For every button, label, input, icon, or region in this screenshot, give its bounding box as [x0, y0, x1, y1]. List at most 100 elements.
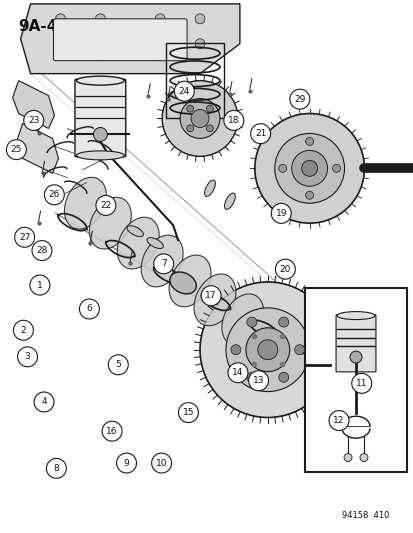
Circle shape: [328, 410, 348, 431]
Circle shape: [305, 191, 313, 199]
Circle shape: [201, 286, 221, 306]
Polygon shape: [21, 4, 239, 74]
Text: 14: 14: [232, 368, 243, 377]
Circle shape: [246, 373, 256, 382]
Circle shape: [93, 127, 107, 141]
Ellipse shape: [147, 238, 163, 248]
Circle shape: [246, 317, 256, 327]
Circle shape: [96, 196, 116, 215]
Circle shape: [190, 109, 209, 127]
Circle shape: [275, 259, 294, 279]
Circle shape: [278, 373, 288, 382]
Text: 4: 4: [41, 398, 47, 407]
Text: 6: 6: [86, 304, 92, 313]
Circle shape: [294, 345, 304, 354]
Text: 23: 23: [28, 116, 39, 125]
Circle shape: [174, 81, 194, 101]
Circle shape: [24, 110, 43, 131]
Circle shape: [245, 328, 289, 372]
Ellipse shape: [76, 151, 124, 160]
Circle shape: [6, 140, 26, 159]
Circle shape: [180, 99, 219, 139]
Text: 20: 20: [279, 265, 290, 273]
Circle shape: [55, 14, 65, 24]
Ellipse shape: [221, 294, 263, 346]
Circle shape: [228, 363, 247, 383]
Text: 27: 27: [19, 233, 30, 242]
Circle shape: [155, 51, 165, 61]
Circle shape: [278, 317, 288, 327]
Text: 13: 13: [252, 376, 263, 385]
Text: 8: 8: [53, 464, 59, 473]
Ellipse shape: [127, 225, 143, 237]
Circle shape: [95, 14, 105, 24]
Circle shape: [225, 308, 309, 392]
Circle shape: [186, 125, 193, 132]
Circle shape: [79, 299, 99, 319]
Circle shape: [230, 345, 240, 354]
Polygon shape: [17, 124, 58, 173]
Ellipse shape: [169, 272, 196, 294]
Circle shape: [14, 227, 35, 247]
Text: 17: 17: [205, 291, 216, 300]
Circle shape: [102, 421, 122, 441]
Circle shape: [257, 340, 277, 360]
Circle shape: [162, 80, 237, 156]
Text: 11: 11: [355, 379, 367, 388]
Ellipse shape: [76, 76, 124, 85]
Bar: [166, 43, 223, 118]
Circle shape: [17, 347, 38, 367]
Ellipse shape: [336, 312, 374, 320]
Circle shape: [291, 150, 327, 186]
Text: 12: 12: [332, 416, 344, 425]
Text: 2: 2: [21, 326, 26, 335]
Circle shape: [343, 454, 351, 462]
Circle shape: [153, 254, 173, 274]
Circle shape: [178, 402, 198, 423]
Text: 5: 5: [115, 360, 121, 369]
Ellipse shape: [141, 235, 183, 287]
Ellipse shape: [194, 274, 235, 326]
Circle shape: [250, 124, 270, 144]
Text: 18: 18: [228, 116, 239, 125]
Circle shape: [44, 185, 64, 205]
Text: 1: 1: [37, 280, 43, 289]
Text: 94158  410: 94158 410: [341, 511, 389, 520]
Circle shape: [289, 89, 309, 109]
Circle shape: [278, 164, 286, 172]
Text: 21: 21: [254, 129, 266, 138]
Text: 26: 26: [49, 190, 60, 199]
Text: 19: 19: [275, 209, 286, 218]
FancyBboxPatch shape: [335, 314, 375, 372]
Circle shape: [155, 14, 165, 24]
Bar: [304, 288, 406, 472]
Circle shape: [332, 164, 340, 172]
Ellipse shape: [89, 197, 131, 249]
Text: 7: 7: [160, 260, 166, 268]
Circle shape: [199, 282, 335, 417]
Ellipse shape: [117, 217, 159, 269]
Circle shape: [32, 240, 52, 261]
Ellipse shape: [224, 193, 235, 209]
Text: 22: 22: [100, 201, 111, 210]
Circle shape: [305, 138, 313, 146]
Circle shape: [271, 204, 290, 223]
Circle shape: [13, 320, 33, 340]
Text: 29: 29: [294, 95, 305, 103]
Circle shape: [351, 374, 371, 393]
Polygon shape: [13, 80, 55, 128]
Circle shape: [108, 355, 128, 375]
Text: 9A-410: 9A-410: [19, 19, 79, 34]
Ellipse shape: [204, 180, 215, 197]
Circle shape: [151, 453, 171, 473]
Circle shape: [195, 14, 204, 24]
Circle shape: [206, 125, 213, 132]
Ellipse shape: [64, 177, 106, 229]
Circle shape: [195, 39, 204, 49]
Circle shape: [223, 110, 243, 131]
Text: 24: 24: [178, 87, 190, 96]
Circle shape: [55, 39, 65, 49]
Circle shape: [274, 133, 344, 203]
Circle shape: [116, 453, 136, 473]
Text: 3: 3: [25, 352, 30, 361]
